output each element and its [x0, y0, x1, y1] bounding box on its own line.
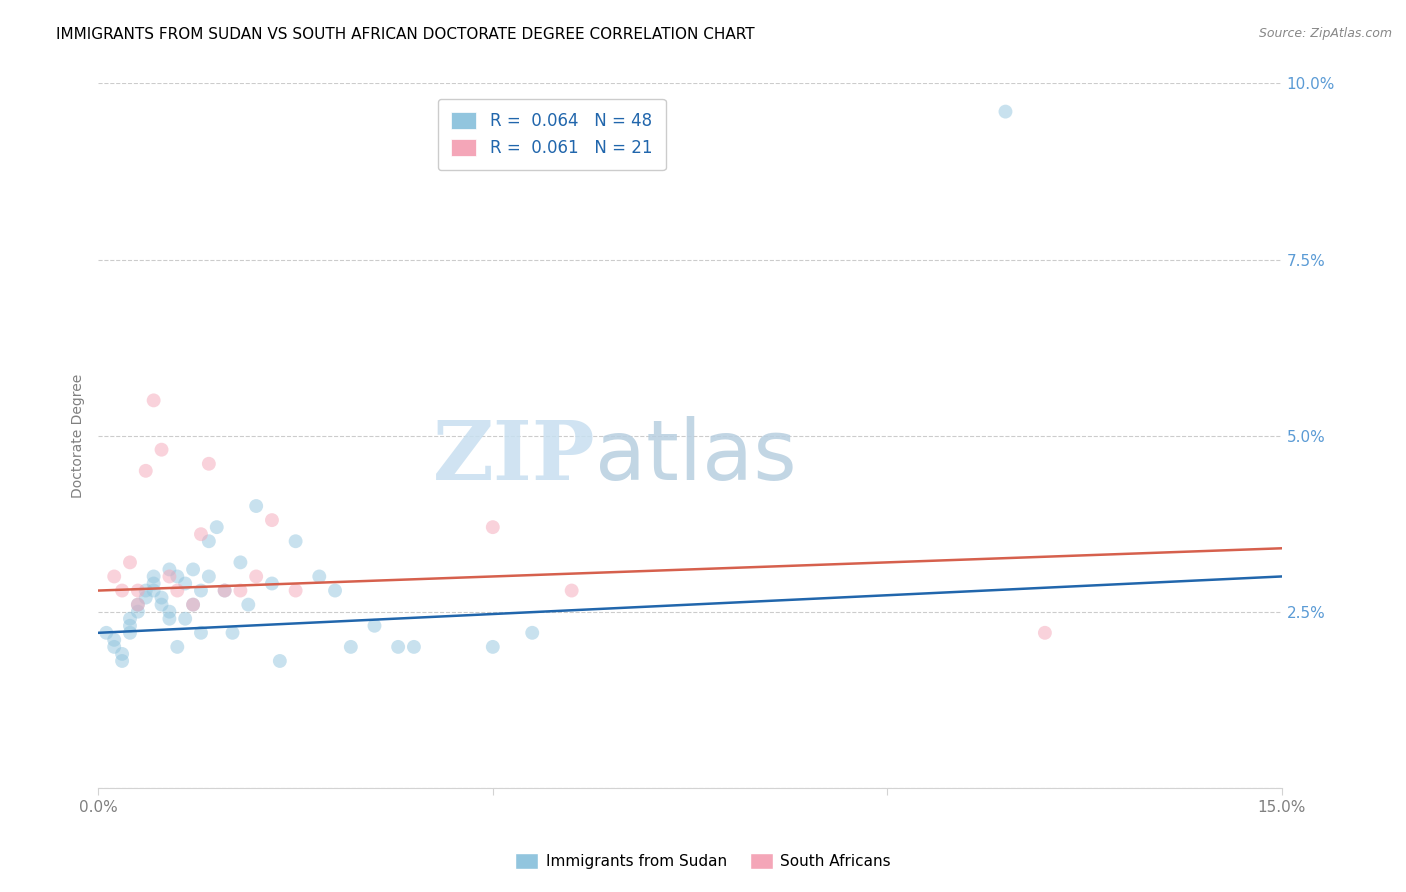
Point [340, 640, 363, 654]
Point [198, 534, 221, 549]
Point [135, 583, 157, 598]
Point [127, 605, 149, 619]
Point [229, 555, 252, 569]
Point [150, 442, 173, 457]
Point [174, 612, 197, 626]
Point [284, 534, 307, 549]
Point [111, 647, 134, 661]
Point [269, 654, 291, 668]
Point [190, 583, 212, 598]
Point [522, 625, 544, 640]
Point [481, 640, 503, 654]
Point [308, 569, 330, 583]
Point [245, 569, 267, 583]
Point [103, 640, 125, 654]
Text: atlas: atlas [595, 417, 797, 497]
Point [127, 598, 149, 612]
Point [135, 464, 157, 478]
Point [214, 583, 236, 598]
Point [214, 583, 236, 598]
Point [181, 562, 204, 576]
Point [229, 583, 252, 598]
Point [166, 640, 188, 654]
Legend: Immigrants from Sudan, South Africans: Immigrants from Sudan, South Africans [509, 847, 897, 875]
Point [561, 583, 583, 598]
Text: ZIP: ZIP [433, 417, 595, 497]
Point [127, 598, 149, 612]
Point [142, 576, 165, 591]
Point [103, 632, 125, 647]
Point [166, 583, 188, 598]
Point [118, 619, 141, 633]
Point [245, 499, 267, 513]
Point [181, 598, 204, 612]
Point [118, 625, 141, 640]
Point [363, 619, 385, 633]
Point [284, 583, 307, 598]
Point [198, 569, 221, 583]
Legend: R =  0.064   N = 48, R =  0.061   N = 21: R = 0.064 N = 48, R = 0.061 N = 21 [439, 99, 665, 170]
Point [142, 569, 165, 583]
Point [190, 625, 212, 640]
Point [150, 591, 173, 605]
Point [994, 104, 1017, 119]
Point [150, 598, 173, 612]
Point [157, 562, 180, 576]
Point [118, 612, 141, 626]
Point [221, 625, 243, 640]
Point [96, 625, 118, 640]
Point [1033, 625, 1056, 640]
Point [323, 583, 346, 598]
Point [135, 591, 157, 605]
Point [402, 640, 425, 654]
Point [157, 605, 180, 619]
Point [481, 520, 503, 534]
Point [198, 457, 221, 471]
Point [238, 598, 260, 612]
Y-axis label: Doctorate Degree: Doctorate Degree [72, 374, 86, 498]
Point [118, 555, 141, 569]
Point [142, 393, 165, 408]
Point [103, 569, 125, 583]
Point [157, 569, 180, 583]
Text: Source: ZipAtlas.com: Source: ZipAtlas.com [1258, 27, 1392, 40]
Point [190, 527, 212, 541]
Point [174, 576, 197, 591]
Point [111, 654, 134, 668]
Point [142, 583, 165, 598]
Point [260, 576, 283, 591]
Point [166, 569, 188, 583]
Point [205, 520, 228, 534]
Point [260, 513, 283, 527]
Point [181, 598, 204, 612]
Point [387, 640, 409, 654]
Point [127, 583, 149, 598]
Text: IMMIGRANTS FROM SUDAN VS SOUTH AFRICAN DOCTORATE DEGREE CORRELATION CHART: IMMIGRANTS FROM SUDAN VS SOUTH AFRICAN D… [56, 27, 755, 42]
Point [157, 612, 180, 626]
Point [111, 583, 134, 598]
